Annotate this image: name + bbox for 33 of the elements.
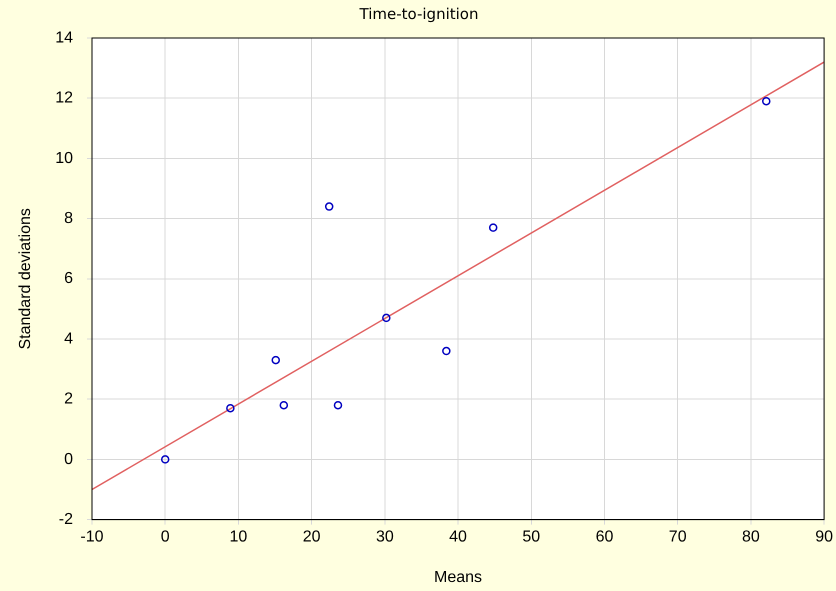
point	[226, 404, 235, 412]
point	[160, 455, 170, 464]
y-tick-label: 0	[64, 450, 74, 468]
point	[272, 356, 280, 364]
point	[334, 400, 342, 410]
y-tick-label: 2	[64, 390, 74, 408]
x-tick-label: 90	[815, 528, 834, 546]
x-tick-label: 80	[742, 528, 760, 546]
x-tick-label: 30	[376, 528, 394, 546]
y-tick-label: 6	[64, 270, 74, 288]
y-tick-label: 8	[64, 210, 74, 228]
x-tick-label: 0	[160, 528, 170, 546]
x-tick-label: 50	[522, 528, 540, 546]
y-tick-label: 4	[64, 330, 74, 348]
y-tick-label: 10	[55, 150, 74, 167]
y-axis-title: Standard deviations	[17, 208, 34, 350]
x-tick-label: 40	[449, 528, 468, 546]
x-tick-label: 60	[596, 528, 614, 546]
chart-title: Time-to-ignition	[358, 4, 478, 23]
point	[324, 202, 334, 211]
y-tick-label: -2	[58, 511, 74, 528]
x-tick-label: 20	[302, 528, 321, 546]
y-tick-label: 12	[55, 90, 74, 107]
point	[762, 96, 771, 106]
x-axis-title: Means	[434, 568, 482, 586]
y-tick-label: 14	[55, 29, 74, 46]
point	[488, 223, 498, 232]
x-tick-label: 70	[668, 528, 687, 546]
x-tick-label: 10	[230, 528, 248, 546]
point	[280, 400, 288, 410]
point	[382, 314, 391, 322]
point	[442, 346, 451, 356]
x-tick-label: -10	[80, 528, 104, 546]
